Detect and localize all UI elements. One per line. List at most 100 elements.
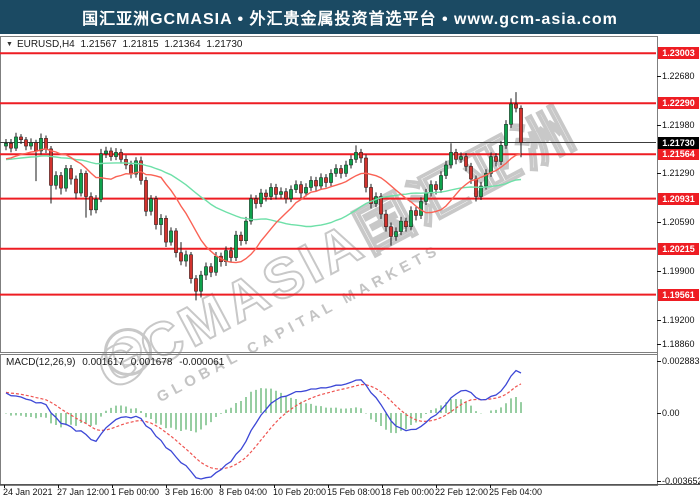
candle-body <box>179 252 183 262</box>
promo-banner: 国汇亚洲GCMASIA • 外汇贵金属投资首选平台 • www.gcm-asia… <box>0 0 700 34</box>
candle-body <box>239 234 243 241</box>
candle-body <box>204 266 208 276</box>
candle-body <box>14 136 18 149</box>
macd-axis-label: 0.00 <box>662 408 680 418</box>
candle-body <box>24 139 28 147</box>
ma-slow-line <box>5 155 522 228</box>
price-axis-label: 1.19900 <box>662 265 695 276</box>
candle-body <box>334 168 338 174</box>
candle-body <box>349 159 353 166</box>
candle-body <box>79 173 83 194</box>
candle-body <box>254 198 258 204</box>
time-axis-tick <box>382 485 383 488</box>
candle-body <box>29 142 33 147</box>
candle-body <box>109 150 113 157</box>
level-price-tag: 1.22290 <box>658 97 699 110</box>
candle-body <box>169 230 173 243</box>
candle-body <box>104 150 108 155</box>
candle-body <box>49 148 53 186</box>
price-axis-label: 1.22680 <box>662 70 695 81</box>
open-value: 1.21567 <box>80 39 117 50</box>
candle-body <box>294 184 298 190</box>
macd-osma-value: -0.000061 <box>179 357 225 368</box>
candlestick-chart-canvas[interactable] <box>0 36 657 352</box>
price-axis-tick <box>657 270 661 272</box>
candle-body <box>144 180 148 212</box>
candle-body <box>94 199 98 211</box>
candle-body <box>284 191 288 199</box>
candle-body <box>84 173 88 197</box>
candle-body <box>39 138 43 152</box>
candle-body <box>114 152 118 157</box>
candle-body <box>174 230 178 253</box>
candle-body <box>449 152 453 166</box>
time-axis-label: 25 Feb 04:00 <box>489 487 543 497</box>
candle-body <box>329 173 333 183</box>
time-axis-label: 24 Jan 2021 <box>3 487 53 497</box>
candle-body <box>89 196 93 211</box>
candle-body <box>9 143 13 149</box>
candle-body <box>399 220 403 232</box>
macd-chart-canvas[interactable] <box>0 354 657 484</box>
candle-body <box>344 164 348 174</box>
time-axis-tick <box>274 485 275 488</box>
candle-body <box>4 143 8 147</box>
candle-body <box>154 198 158 225</box>
macd-label: MACD(12,26,9) <box>6 357 76 368</box>
candle-body <box>319 177 323 187</box>
level-price-tag: 1.20931 <box>658 192 699 205</box>
candle-body <box>414 210 418 216</box>
ma-fast-line <box>5 148 522 264</box>
candle-body <box>499 145 503 162</box>
candle-body <box>339 168 343 174</box>
candle-body <box>194 278 198 292</box>
candle-body <box>434 184 438 190</box>
price-axis-tick <box>657 173 661 175</box>
candle-body <box>404 220 408 227</box>
candle-body <box>479 185 483 197</box>
time-axis-border <box>0 484 700 485</box>
time-axis-label: 1 Feb 00:00 <box>111 487 160 497</box>
candle-body <box>119 152 123 160</box>
low-value: 1.21364 <box>164 39 201 50</box>
level-price-tag: 1.19561 <box>658 288 699 301</box>
candle-body <box>234 234 238 258</box>
candle-body <box>184 254 188 262</box>
candle-body <box>519 107 523 143</box>
close-value: 1.21730 <box>206 39 243 50</box>
symbol-dropdown-icon[interactable]: ▼ <box>6 41 13 48</box>
candle-body <box>304 187 308 194</box>
current-price-tag: 1.21730 <box>658 136 699 149</box>
price-axis-label: 1.18860 <box>662 338 695 349</box>
candle-body <box>214 255 218 273</box>
candle-body <box>139 160 143 181</box>
candle-body <box>244 220 248 241</box>
time-axis-tick <box>58 485 59 488</box>
candle-body <box>379 196 383 215</box>
price-axis-tick <box>657 75 661 77</box>
candle-body <box>469 166 473 180</box>
candle-body <box>439 175 443 190</box>
level-price-tag: 1.20215 <box>658 242 699 255</box>
candle-body <box>74 178 78 194</box>
candle-body <box>229 250 233 258</box>
candle-body <box>19 136 23 140</box>
macd-axis-label: 0.002883 <box>662 356 700 366</box>
candle-body <box>429 184 433 194</box>
candle-body <box>409 210 413 227</box>
candle-body <box>299 184 303 194</box>
candle-body <box>514 103 518 109</box>
candle-body <box>134 160 138 175</box>
candle-body <box>314 180 318 187</box>
candle-body <box>509 103 513 125</box>
time-axis-tick <box>328 485 329 488</box>
candle-body <box>384 213 388 227</box>
candle-body <box>484 173 488 187</box>
macd-header: MACD(12,26,9) 0.001617 0.001678 -0.00006… <box>6 357 228 368</box>
time-axis-tick <box>4 485 5 488</box>
candle-body <box>264 192 268 197</box>
time-axis-label: 8 Feb 04:00 <box>219 487 268 497</box>
price-axis-tick <box>657 343 661 345</box>
price-axis-tick <box>657 222 661 224</box>
candle-body <box>59 175 63 189</box>
